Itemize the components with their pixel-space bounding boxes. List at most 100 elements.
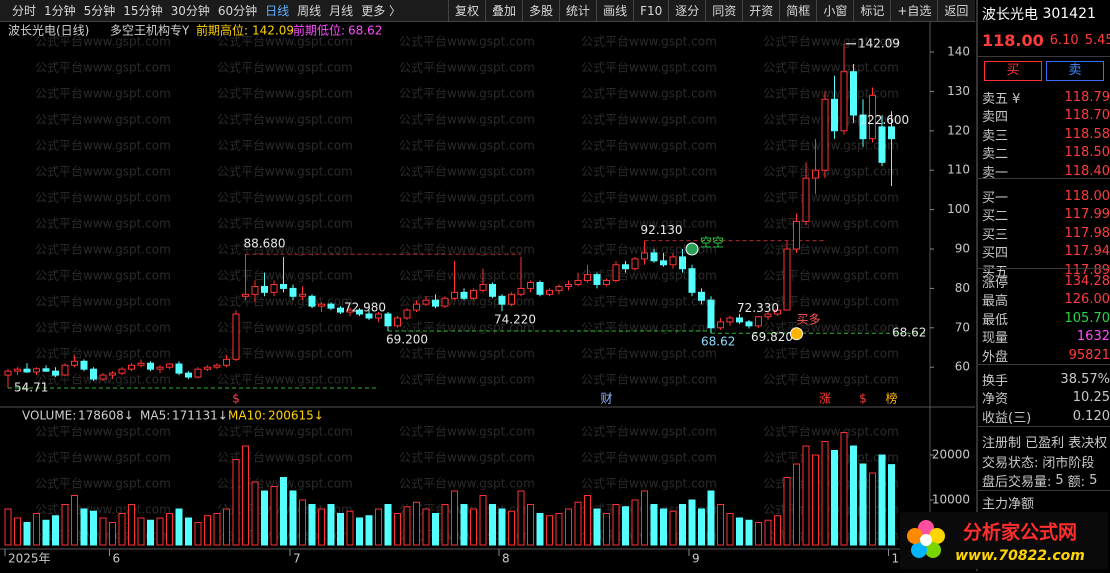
candle-body (395, 318, 401, 326)
volume-bar (879, 455, 885, 545)
buy-button[interactable]: 买 (984, 61, 1042, 81)
volume-bar (699, 509, 705, 545)
logo-url: www.70822.com (955, 548, 1085, 564)
watermark: 公式平台www.gspt.com (581, 320, 717, 335)
watermark: 公式平台www.gspt.com (399, 476, 535, 491)
watermark: 公式平台www.gspt.com (763, 216, 899, 231)
candle-body (81, 361, 87, 369)
quote-value: 38.57% (1060, 372, 1110, 387)
watermark: 公式平台www.gspt.com (35, 190, 171, 205)
candle-body (718, 322, 724, 328)
candle-body (613, 265, 619, 281)
quote-label: 卖二 (982, 143, 1008, 162)
separator (978, 178, 1110, 179)
quote-value: 118.40 (1065, 164, 1110, 179)
volume-bar (271, 487, 277, 546)
quote-row: 涨停 134.28 (982, 272, 1110, 290)
volume-bar (632, 500, 638, 545)
quote-value: 105.70 (1065, 311, 1110, 326)
sell-button[interactable]: 卖 (1046, 61, 1104, 81)
watermark: 公式平台www.gspt.com (581, 424, 717, 439)
price-annotation: 92.130 (641, 223, 683, 237)
volume-bar (518, 491, 524, 545)
volume-bar (461, 505, 467, 546)
watermark: 公式平台www.gspt.com (763, 294, 899, 309)
candle-body (841, 72, 847, 131)
separator (978, 364, 1110, 365)
candle-body (499, 296, 505, 304)
volume-bar (148, 520, 154, 545)
quote-label: 最低 (982, 309, 1008, 328)
chart-header: 142.09 (252, 24, 294, 38)
candle-body (537, 282, 543, 294)
candle-body (784, 249, 790, 310)
price-row: 118.00 6.10 5.45 (982, 31, 1110, 49)
volume-bar (870, 473, 876, 545)
volume-bar (566, 509, 572, 545)
logo-name: 分析家公式网 (963, 521, 1077, 544)
volume-bar (784, 478, 790, 546)
candle-body (176, 364, 182, 373)
volume-bar (860, 464, 866, 545)
quote-value: 134.28 (1065, 274, 1110, 289)
quote-label: 换手 (982, 370, 1008, 389)
watermark: 公式平台www.gspt.com (35, 138, 171, 153)
candle-body (338, 308, 344, 312)
volume-bar (91, 511, 97, 545)
watermark: 公式平台www.gspt.com (763, 60, 899, 75)
x-tick-label: 6 (113, 552, 121, 566)
price-annotation: 88.680 (244, 237, 286, 251)
watermark: 公式平台www.gspt.com (35, 320, 171, 335)
quote-label: 外盘 (982, 346, 1008, 365)
volume-bar (129, 505, 135, 546)
volume-bar (452, 491, 458, 545)
quote-label: 现量 (982, 327, 1008, 346)
watermark: 公式平台www.gspt.com (217, 190, 353, 205)
watermark: 公式平台www.gspt.com (35, 450, 171, 465)
price-pct: 5.45 (1085, 33, 1110, 48)
candle-body (252, 286, 258, 294)
volume-bar (661, 509, 667, 545)
watermark: 公式平台www.gspt.com (217, 138, 353, 153)
candle-body (480, 284, 486, 290)
quote-label: 涨停 (982, 272, 1008, 291)
y-tick-label: 70 (955, 320, 970, 334)
quote-label: 卖三 (982, 125, 1008, 144)
watermark: 公式平台www.gspt.com (217, 216, 353, 231)
candle-body (404, 310, 410, 318)
after-amt: 5 (1089, 473, 1097, 488)
volume-bar (100, 518, 106, 545)
watermark: 公式平台www.gspt.com (581, 164, 717, 179)
watermark: 公式平台www.gspt.com (217, 86, 353, 101)
watermark: 公式平台www.gspt.com (399, 346, 535, 361)
candle-body (100, 375, 106, 379)
watermark: 公式平台www.gspt.com (399, 190, 535, 205)
candle-body (148, 363, 154, 369)
watermark: 公式平台www.gspt.com (763, 242, 899, 257)
volume-bar (547, 516, 553, 545)
watermark: 公式平台www.gspt.com (399, 112, 535, 127)
volume-bar (623, 507, 629, 545)
candle-body (461, 292, 467, 298)
chart: 公式平台www.gspt.com 公式平台www.gspt.com 公式平台www.… (0, 0, 975, 571)
quote-value: 10.25 (1073, 390, 1110, 405)
candle-body (471, 290, 477, 298)
y-tick-label: 60 (955, 360, 970, 374)
watermark: 公式平台www.gspt.com (763, 528, 899, 543)
candle-body (822, 99, 828, 170)
quote-value: 95821 (1069, 348, 1110, 363)
volume-bar (651, 505, 657, 546)
watermark: 公式平台www.gspt.com (581, 372, 717, 387)
volume-bar (775, 516, 781, 545)
watermark: 公式平台www.gspt.com (35, 502, 171, 517)
quote-value: 117.98 (1065, 226, 1110, 241)
candle-body (5, 371, 11, 375)
quote-row: 外盘 95821 (982, 346, 1110, 364)
candle-body (262, 286, 268, 292)
watermark: 公式平台www.gspt.com (217, 112, 353, 127)
watermark: 公式平台www.gspt.com (217, 60, 353, 75)
candle-body (129, 365, 135, 369)
quote-row: 最低 105.70 (982, 309, 1110, 327)
